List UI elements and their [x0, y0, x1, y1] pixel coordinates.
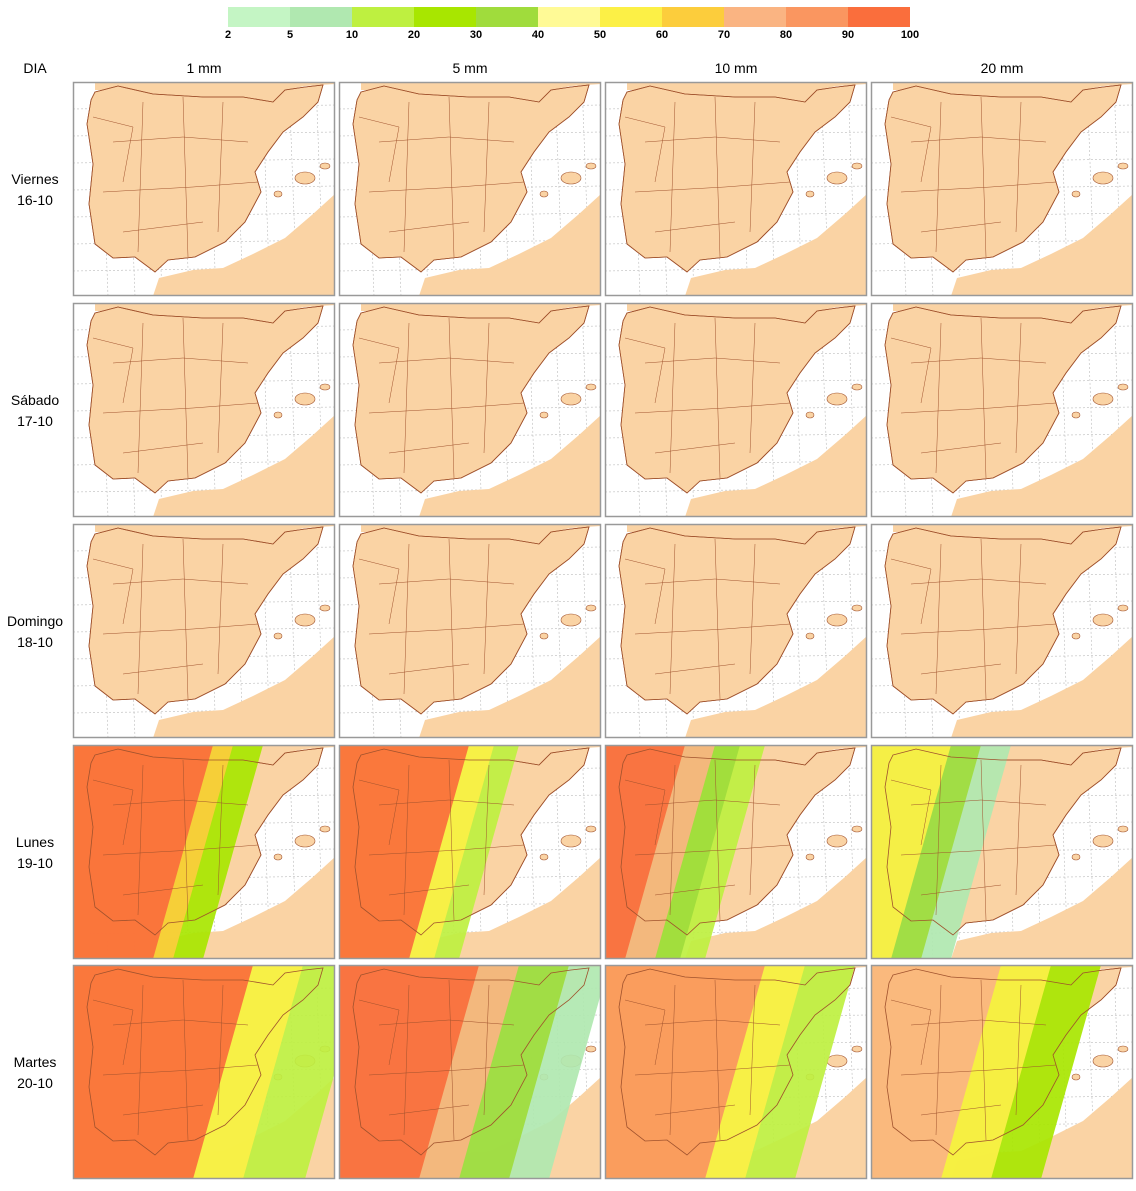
precip-area	[339, 965, 479, 1179]
legend-swatch	[476, 7, 538, 27]
legend-label: 70	[718, 29, 730, 41]
map-frame	[72, 523, 336, 739]
legend-label: 40	[532, 29, 544, 41]
map-frame	[604, 744, 868, 960]
map-panel	[870, 964, 1134, 1180]
map-frame	[870, 964, 1134, 1180]
row-day: Lunes	[16, 834, 54, 850]
map-frame	[72, 302, 336, 518]
map-panel	[338, 81, 602, 297]
map-frame	[72, 81, 336, 297]
legend-swatch	[538, 7, 600, 27]
precip-area	[605, 745, 685, 959]
column-header: 10 mm	[715, 60, 758, 76]
map-panel	[604, 302, 868, 518]
map-panel	[604, 744, 868, 960]
column-header: 20 mm	[981, 60, 1024, 76]
legend-swatch	[228, 7, 290, 27]
map-frame	[870, 81, 1134, 297]
legend-label: 100	[901, 29, 919, 41]
map-panel	[604, 81, 868, 297]
legend-label: 50	[594, 29, 606, 41]
legend-label: 30	[470, 29, 482, 41]
legend-label: 10	[346, 29, 358, 41]
map-panel	[870, 81, 1134, 297]
legend-swatch	[848, 7, 910, 27]
map-panel	[72, 81, 336, 297]
map-frame	[338, 302, 602, 518]
map-panel	[870, 302, 1134, 518]
legend-swatch	[414, 7, 476, 27]
row-date: 17-10	[17, 413, 53, 429]
map-frame	[604, 81, 868, 297]
precip-area	[339, 745, 469, 959]
map-panel	[870, 523, 1134, 739]
map-frame	[72, 964, 336, 1180]
legend-swatch	[662, 7, 724, 27]
legend-label: 90	[842, 29, 854, 41]
legend-swatch	[600, 7, 662, 27]
map-frame	[870, 523, 1134, 739]
row-day: Sábado	[11, 392, 59, 408]
row-day: Domingo	[7, 613, 63, 629]
map-panel	[870, 744, 1134, 960]
map-panel	[72, 964, 365, 1180]
legend-label: 60	[656, 29, 668, 41]
precip-layer	[73, 965, 335, 1179]
map-frame	[338, 964, 602, 1180]
row-date: 20-10	[17, 1075, 53, 1091]
map-panel	[72, 744, 336, 960]
map-frame	[338, 523, 602, 739]
legend-label: 20	[408, 29, 420, 41]
column-header: 5 mm	[453, 60, 488, 76]
map-panel	[604, 964, 868, 1180]
map-frame	[870, 744, 1134, 960]
map-frame	[870, 302, 1134, 518]
precip-area	[871, 745, 951, 959]
column-header: 1 mm	[187, 60, 222, 76]
map-panel	[72, 523, 336, 739]
corner-label: DIA	[23, 60, 47, 76]
map-frame	[604, 523, 868, 739]
precip-layer	[871, 965, 1101, 1179]
legend-label: 80	[780, 29, 792, 41]
map-frame	[604, 964, 868, 1180]
map-frame	[338, 744, 602, 960]
map-frame	[338, 81, 602, 297]
map-panel	[338, 523, 602, 739]
row-day: Martes	[14, 1054, 57, 1070]
row-date: 16-10	[17, 192, 53, 208]
row-date: 18-10	[17, 634, 53, 650]
precip-area	[73, 745, 213, 959]
legend-swatch	[786, 7, 848, 27]
map-panel	[72, 302, 336, 518]
row-day: Viernes	[11, 171, 58, 187]
map-frame	[72, 744, 336, 960]
map-panel	[338, 964, 609, 1180]
precip-layer	[339, 965, 601, 1179]
row-date: 19-10	[17, 855, 53, 871]
legend-label: 2	[225, 29, 231, 41]
map-panel	[604, 523, 868, 739]
precip-layer	[339, 745, 519, 959]
map-panel	[338, 302, 602, 518]
precip-area	[73, 965, 253, 1179]
map-frame	[604, 302, 868, 518]
legend-swatch	[352, 7, 414, 27]
map-panel	[338, 744, 602, 960]
legend-label: 5	[287, 29, 293, 41]
precip-layer	[871, 745, 1011, 959]
precip-area	[871, 965, 1001, 1179]
legend-swatch	[290, 7, 352, 27]
legend-swatch	[724, 7, 786, 27]
